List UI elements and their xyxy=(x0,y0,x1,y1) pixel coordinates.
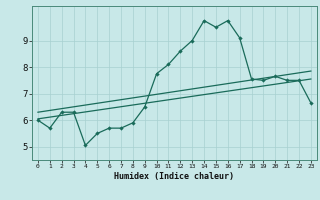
X-axis label: Humidex (Indice chaleur): Humidex (Indice chaleur) xyxy=(115,172,234,181)
